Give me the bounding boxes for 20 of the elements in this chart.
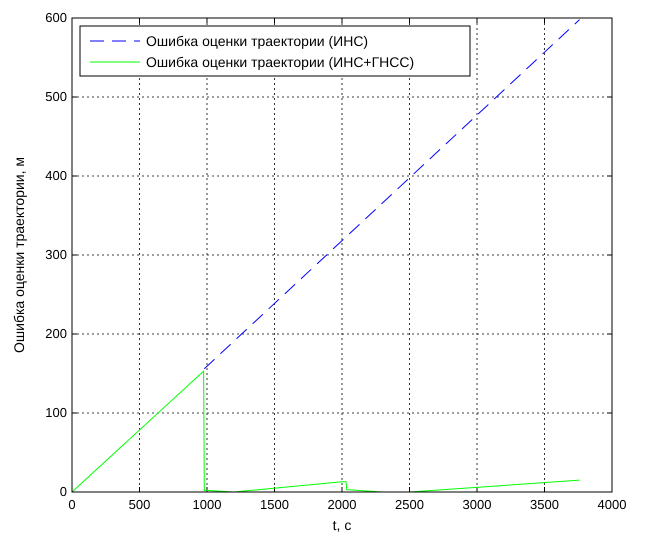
x-tick-label: 1500	[260, 497, 289, 512]
x-axis-title: t, c	[332, 517, 352, 533]
y-tick-label: 400	[45, 168, 67, 183]
x-tick-label: 4000	[598, 497, 626, 512]
line-series	[72, 370, 580, 492]
y-tick-label: 600	[45, 10, 67, 25]
x-tick-label: 3500	[530, 497, 559, 512]
y-tick-label: 100	[45, 405, 67, 420]
x-tick-label: 3000	[462, 497, 492, 512]
legend-label: Ошибка оценки траектории (ИНС)	[146, 33, 368, 49]
x-tick-label: 500	[128, 497, 150, 512]
y-tick-label: 0	[60, 484, 67, 499]
y-tick-label: 200	[45, 326, 67, 341]
x-tick-label: 2000	[328, 497, 356, 512]
legend-label: Ошибка оценки траектории (ИНС+ГНСС)	[146, 54, 414, 70]
y-tick-label: 500	[45, 89, 67, 104]
x-tick-label: 2500	[395, 497, 424, 512]
y-tick-label: 300	[45, 247, 67, 262]
x-tick-label: 1000	[192, 497, 222, 512]
y-axis-title: Ошибка оценки траектории, м	[11, 157, 27, 353]
